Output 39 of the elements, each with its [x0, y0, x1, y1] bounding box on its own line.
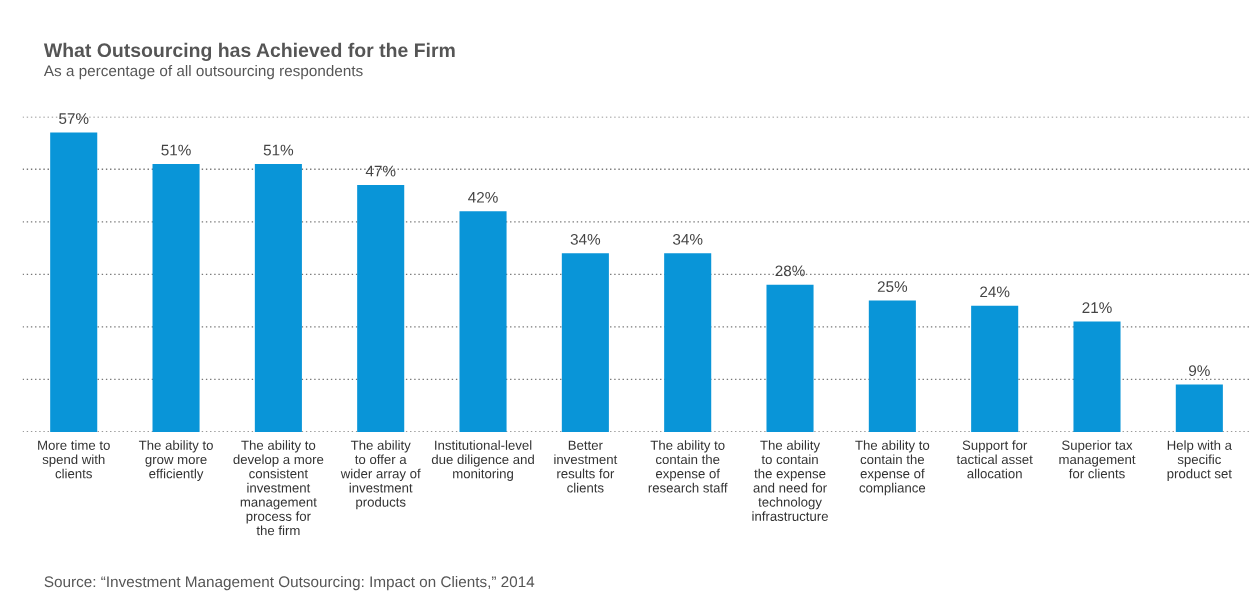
bar	[152, 164, 200, 432]
x-tick-label: The ability to contain the expense of research staff	[648, 440, 728, 493]
x-tick-label: Better investment results for clients	[554, 440, 618, 493]
x-tick-label: The ability to contain the expense of compliance	[855, 440, 930, 496]
bar	[971, 305, 1019, 432]
data-label: 34%	[570, 233, 601, 245]
x-tick-label: Help with a specific product set	[1167, 440, 1232, 481]
chart-subtitle: As a percentage of all outsourcing respondents	[43, 65, 363, 80]
chart-title: What Outsourcing has Achieved for the Firm	[43, 42, 455, 62]
bar	[459, 211, 507, 432]
bar	[1175, 384, 1223, 432]
x-tick-label: The ability to develop a more consistent investment management process for the firm	[233, 440, 324, 536]
bar	[561, 253, 609, 432]
data-label: 51%	[263, 144, 294, 156]
data-label: 9%	[1189, 365, 1210, 377]
x-tick-label: The ability to contain the expense and need for technology infrastructure	[752, 440, 828, 521]
bar	[254, 164, 302, 432]
bar	[1073, 321, 1121, 432]
data-label: 34%	[672, 233, 703, 245]
source-note: Source: “Investment Management Outsourcing: Impact on Clients,” 2014	[44, 575, 535, 591]
x-tick-label: Support for tactical asset allocation	[956, 440, 1033, 479]
x-tick-label: The ability to grow more efficiently	[138, 440, 213, 481]
data-label: 28%	[775, 265, 805, 277]
x-tick-label: Institutional-level due diligence and monitoring	[431, 440, 534, 481]
data-label: 25%	[877, 281, 908, 293]
x-tick-label: Superior tax management for clients	[1059, 440, 1136, 479]
data-label: 51%	[161, 144, 191, 156]
data-label: 47%	[365, 165, 396, 177]
x-tick-label: More time to spend with clients	[38, 440, 110, 479]
data-label: 42%	[468, 191, 498, 203]
bar	[868, 300, 916, 432]
data-label: 57%	[59, 113, 89, 124]
x-tick-label: The ability to offer a wider array of investment products	[340, 440, 421, 510]
bar	[766, 284, 814, 432]
data-label: 21%	[1082, 302, 1112, 313]
bar	[664, 253, 712, 432]
data-label: 24%	[980, 286, 1010, 298]
bar	[50, 132, 98, 432]
bar	[357, 185, 405, 432]
